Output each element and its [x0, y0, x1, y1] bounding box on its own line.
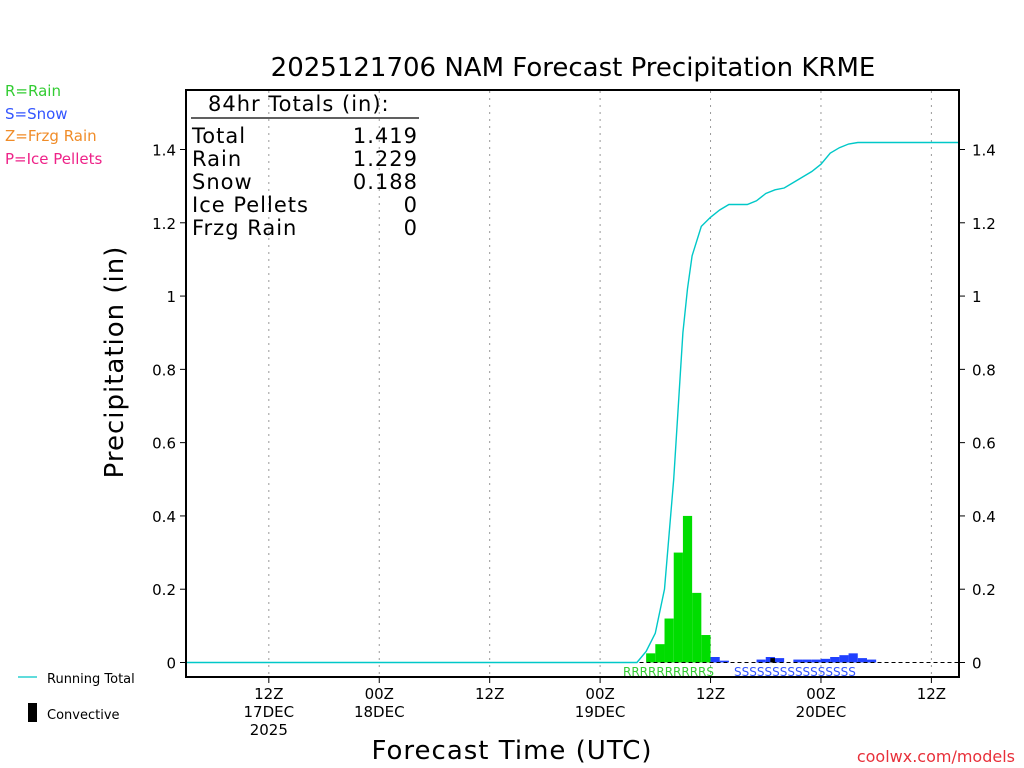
ptype-legend: R=Rain S=Snow Z=Frzg Rain P=Ice Pellets — [5, 82, 102, 168]
x-tick-label: 00Z — [365, 685, 394, 703]
totals-label: Rain — [192, 147, 242, 171]
y-axis-title: Precipitation (in) — [100, 246, 130, 479]
series-legend: Running Total Convective — [18, 672, 135, 723]
legend-convective: Convective — [47, 708, 120, 723]
y-tick-label-right: 0.2 — [972, 581, 996, 599]
bar-snow — [839, 655, 849, 663]
totals-value: 1.419 — [353, 124, 418, 148]
x-axis-title: Forecast Time (UTC) — [371, 736, 652, 766]
x-tick-label: 19DEC — [575, 703, 626, 721]
y-tick-label-left: 1 — [166, 288, 176, 306]
bar-snow — [756, 659, 766, 663]
bar-snow — [866, 659, 877, 663]
totals-header: 84hr Totals (in): — [208, 92, 390, 116]
x-tick-label: 20DEC — [796, 703, 847, 721]
x-tick-label: 00Z — [806, 685, 835, 703]
legend-rain: R=Rain — [5, 82, 61, 100]
totals-value: 0 — [404, 193, 418, 217]
totals-label: Snow — [192, 170, 253, 194]
x-tick-label: 12Z — [475, 685, 504, 703]
y-tick-label-right: 1.4 — [972, 142, 996, 160]
bar-rain — [692, 592, 702, 663]
y-tick-label-left: 0.4 — [152, 508, 176, 526]
y-tick-label-right: 0.6 — [972, 435, 996, 453]
totals-value: 0.188 — [353, 170, 418, 194]
precip-bars — [618, 515, 959, 663]
bar-convective — [770, 658, 775, 663]
x-tick-label: 2025 — [250, 721, 288, 739]
bar-snow — [793, 659, 803, 663]
y-tick-label-left: 0.2 — [152, 581, 176, 599]
bar-rain — [655, 644, 665, 663]
legend-running-total: Running Total — [47, 672, 135, 687]
convective-swatch — [28, 703, 37, 722]
y-tick-label-left: 0.6 — [152, 435, 176, 453]
y-ticks: 0 00.2 0.20.4 0.40.6 0.60.8 0.81 11.2 1.21.4 1.4 — [152, 142, 996, 673]
bar-snow — [857, 658, 867, 663]
bar-snow — [719, 660, 729, 663]
running-total-polyline — [186, 141, 959, 664]
ptype-snow-labels: SSSSSSSSSSSSSSSS — [734, 665, 856, 679]
y-tick-label-left: 1.4 — [152, 142, 176, 160]
bar-snow — [811, 659, 821, 663]
plot-border — [185, 89, 960, 678]
running-total-line — [186, 141, 959, 664]
x-tick-label: 17DEC — [244, 703, 295, 721]
y-tick-label-left: 1.2 — [152, 215, 176, 233]
y-tick-label-right: 1.2 — [972, 215, 996, 233]
bar-rain — [673, 552, 683, 663]
bar-snow — [848, 653, 858, 663]
bar-snow — [802, 659, 812, 663]
bar-snow — [774, 658, 785, 663]
totals-value: 1.229 — [353, 147, 418, 171]
ptype-rain-labels: RRRRRRRRRRS — [623, 665, 714, 679]
x-tick-label: 00Z — [585, 685, 614, 703]
totals-label: Ice Pellets — [192, 193, 309, 217]
y-tick-label-right: 0.4 — [972, 508, 996, 526]
x-tick-label: 12Z — [917, 685, 946, 703]
y-tick-label-right: 0 — [972, 655, 982, 673]
bar-snow — [830, 657, 840, 663]
y-tick-label-left: 0 — [166, 655, 176, 673]
bar-rain — [646, 653, 656, 663]
legend-frzg-rain: Z=Frzg Rain — [5, 127, 97, 145]
totals-box: 84hr Totals (in): Total 1.419 Rain 1.229 Sno… — [191, 92, 419, 240]
y-tick-label-right: 1 — [972, 288, 982, 306]
bar-rain — [701, 635, 711, 663]
chart-title: 2025121706 NAM Forecast Precipitation KR… — [271, 53, 876, 83]
plot-frame — [185, 89, 960, 678]
bar-rain — [682, 515, 693, 663]
bar-snow — [710, 657, 720, 663]
credit-link[interactable]: coolwx.com/models — [857, 747, 1015, 766]
y-tick-label-left: 0.8 — [152, 361, 176, 379]
totals-label: Total — [191, 124, 246, 148]
x-tick-label: 12Z — [696, 685, 725, 703]
legend-snow: S=Snow — [5, 105, 68, 123]
totals-value: 0 — [404, 216, 418, 240]
bar-rain — [664, 618, 674, 663]
legend-ice-pellets: P=Ice Pellets — [5, 150, 102, 168]
y-tick-label-right: 0.8 — [972, 361, 996, 379]
totals-label: Frzg Rain — [192, 216, 297, 240]
x-tick-label: 18DEC — [354, 703, 405, 721]
bar-snow — [820, 658, 831, 663]
x-tick-label: 12Z — [254, 685, 283, 703]
